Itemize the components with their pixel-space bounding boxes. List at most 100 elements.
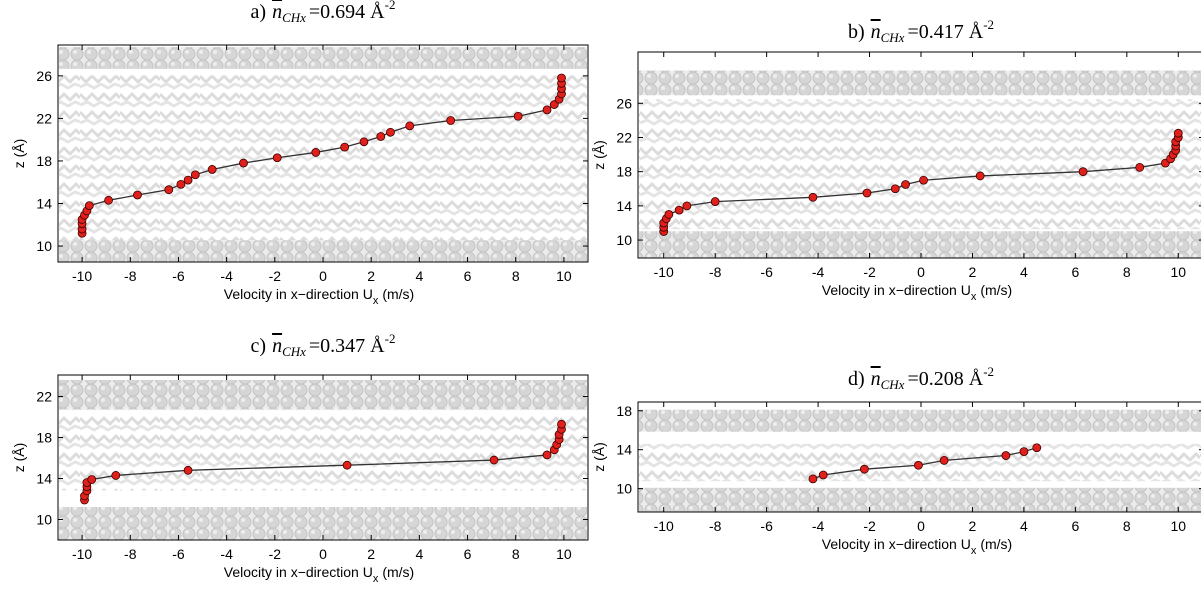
y-axis-label: z (Å) (591, 442, 607, 472)
data-point (111, 471, 121, 480)
title-subscript: CHx (881, 30, 905, 45)
data-point (542, 450, 552, 460)
panel: -10 -8 -6 -4 -2 0 2 4 6 8 10 10 14 18 z (Å) Velocity in… (591, 364, 1201, 557)
x-axis-label: Velocity in x−direction Ux (m/s) (822, 282, 1012, 303)
data-point (405, 121, 415, 131)
x-tick-label: 4 (1020, 518, 1028, 534)
wall-layer (639, 231, 1201, 258)
y-tick-label: 14 (36, 471, 52, 487)
y-tick-label: 18 (616, 164, 632, 180)
data-point (183, 465, 193, 475)
x-tick-label: -6 (172, 268, 185, 284)
title-label: c) (251, 335, 267, 357)
data-point (557, 419, 566, 429)
x-tick-label: 8 (1123, 518, 1131, 534)
wall-layer (59, 507, 587, 540)
title-symbol: n (272, 1, 282, 23)
x-axis-label-unit: (m/s) (382, 564, 414, 580)
title-symbol: n (272, 335, 282, 357)
x-axis-label-text: Velocity in x−direction U (224, 564, 373, 580)
data-point (386, 127, 395, 137)
wall-layer (639, 70, 1201, 96)
panel-title: b) nCHx =0.417 Å-2 (848, 17, 994, 45)
data-point (818, 470, 828, 480)
x-axis-label-sub: x (373, 295, 379, 307)
wall-layer (59, 379, 587, 410)
x-tick-label: 8 (1123, 264, 1131, 280)
data-point (674, 205, 684, 215)
data-point (207, 165, 217, 174)
x-tick-label: -8 (124, 268, 137, 284)
x-axis-label: Velocity in x−direction Ux (m/s) (224, 286, 414, 307)
x-tick-label: 2 (367, 268, 375, 284)
data-point (446, 116, 456, 125)
title-value: =0.417 Å (907, 21, 983, 43)
data-point (682, 201, 692, 211)
x-axis-label: Velocity in x−direction Ux (m/s) (822, 536, 1012, 557)
data-point (542, 105, 552, 115)
x-tick-label: 2 (969, 264, 977, 280)
title-value: =0.347 Å (309, 335, 385, 357)
chain-layer (639, 99, 1201, 230)
data-point (190, 170, 200, 180)
title-label: a) (251, 1, 267, 23)
chain-layer (59, 416, 587, 491)
x-tick-label: 8 (512, 546, 520, 562)
x-tick-label: -6 (760, 518, 773, 534)
x-axis-label-text: Velocity in x−direction U (224, 286, 373, 302)
data-point (914, 460, 923, 470)
title-superscript: -2 (983, 17, 994, 32)
x-tick-label: 0 (917, 518, 925, 534)
data-point (808, 474, 818, 484)
data-point (919, 175, 928, 185)
y-axis-label: z (Å) (11, 443, 27, 473)
x-axis-label: Velocity in x−direction Ux (m/s) (224, 564, 414, 585)
data-point (975, 171, 985, 181)
data-point (183, 175, 193, 185)
title-subscript: CHx (282, 10, 306, 25)
data-point (376, 132, 386, 141)
data-point (489, 455, 499, 465)
x-tick-label: 4 (415, 268, 423, 284)
x-tick-label: -10 (654, 264, 674, 280)
x-tick-label: -6 (172, 546, 185, 562)
data-point (862, 188, 872, 198)
y-tick-label: 10 (36, 238, 52, 254)
title-value: =0.208 Å (907, 368, 983, 390)
x-tick-label: -4 (812, 264, 825, 280)
x-tick-label: -4 (812, 518, 825, 534)
data-point (710, 197, 720, 206)
data-point (104, 195, 113, 205)
data-point (939, 456, 949, 465)
y-tick-label: 18 (616, 403, 632, 419)
y-tick-label: 14 (616, 198, 632, 214)
data-point (890, 184, 900, 194)
x-tick-label: -8 (709, 264, 722, 280)
data-point (239, 158, 248, 168)
x-tick-label: 10 (1170, 518, 1186, 534)
data-point (557, 73, 566, 83)
data-point (342, 460, 352, 470)
panel-title: d) nCHx =0.208 Å-2 (848, 364, 994, 392)
data-point (1135, 162, 1145, 172)
x-tick-label: -2 (269, 546, 282, 562)
x-tick-label: 0 (917, 264, 925, 280)
data-point (808, 192, 818, 202)
y-tick-label: 22 (36, 389, 52, 405)
y-axis-label: z (Å) (11, 139, 27, 169)
panel: -10 -8 -6 -4 -2 0 2 4 6 8 10 10 14 18 22 26 z (Å) Velocit… (591, 17, 1201, 303)
y-tick-label: 22 (36, 110, 52, 126)
x-tick-label: 0 (319, 268, 327, 284)
x-tick-label: 6 (1071, 264, 1079, 280)
x-axis-label-text: Velocity in x−direction U (822, 282, 971, 298)
title-value: =0.694 Å (309, 1, 385, 23)
chain-layer (59, 75, 587, 241)
data-point (272, 153, 282, 163)
panel: -10 -8 -6 -4 -2 0 2 4 6 8 10 10 14 18 22 26 z (Å) Velocit… (11, 0, 589, 307)
data-point (164, 185, 174, 195)
x-axis-label-sub: x (971, 291, 977, 303)
panel-title: a) nCHx =0.694 Å-2 (251, 0, 396, 25)
y-tick-label: 10 (616, 232, 632, 248)
data-point (664, 210, 674, 219)
